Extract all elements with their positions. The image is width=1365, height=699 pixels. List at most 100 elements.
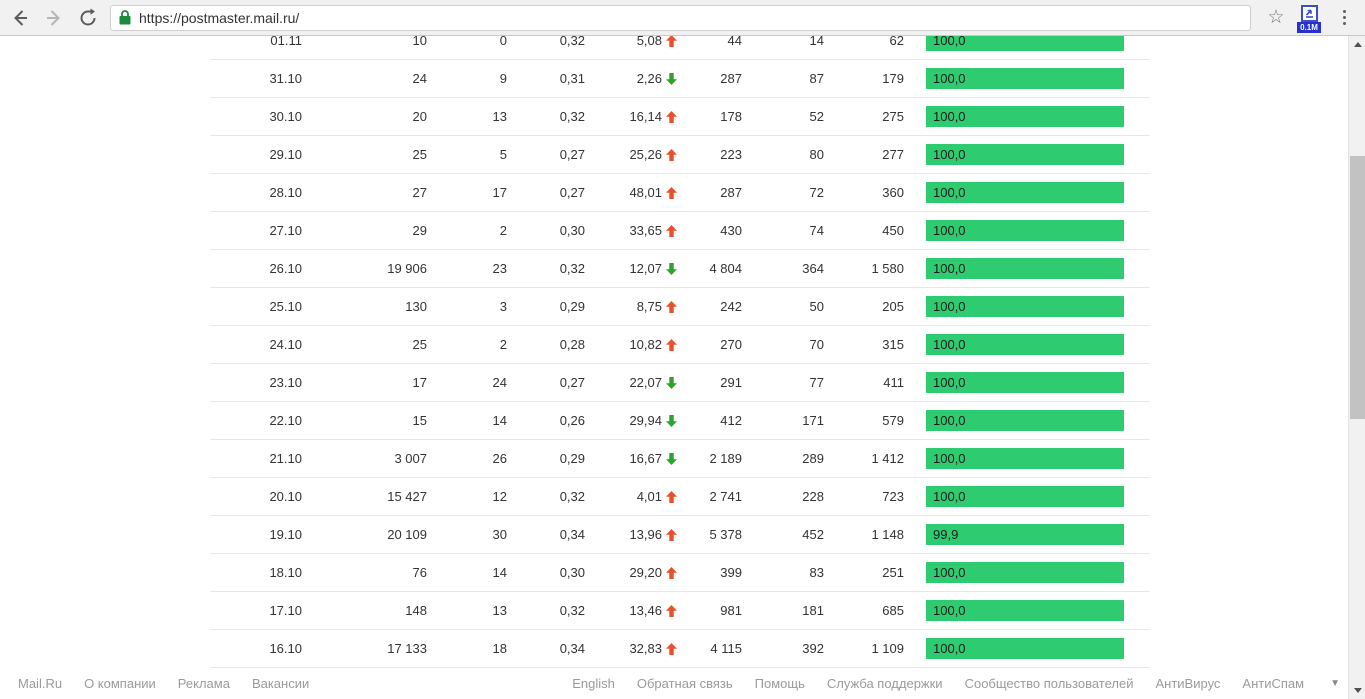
- value-cell: 77: [809, 375, 824, 390]
- delivery-bar: 100,0: [926, 144, 1124, 165]
- value-cell: 364: [802, 261, 824, 276]
- table-row: 29.10 25 5 0,27 25,26 223 80 277 100,0: [210, 136, 1150, 174]
- scroll-up-button[interactable]: [1349, 36, 1365, 53]
- footer-right-link[interactable]: АнтиВирус: [1155, 676, 1221, 691]
- date-cell: 18.10: [269, 565, 302, 580]
- date-cell: 19.10: [269, 527, 302, 542]
- trend-value-cell: 25,26: [629, 147, 662, 162]
- value-cell: 87: [809, 71, 824, 86]
- footer-right-link[interactable]: АнтиСпам: [1242, 676, 1305, 691]
- trend-up-icon: [662, 148, 680, 161]
- value-cell: 23: [492, 261, 507, 276]
- value-cell: 450: [882, 223, 904, 238]
- footer-right-link[interactable]: English: [572, 676, 615, 691]
- stats-table-body: 01.11 10 0 0,32 5,08 44 14 62 100,0 31.10 24 9 0,31 2…: [210, 36, 1150, 668]
- value-cell: 277: [882, 147, 904, 162]
- delivery-bar-track: 100,0: [926, 258, 1124, 279]
- trend-value-cell: 16,14: [629, 109, 662, 124]
- value-cell: 205: [882, 299, 904, 314]
- back-icon: [14, 9, 27, 26]
- value-cell: 148: [405, 603, 427, 618]
- delivery-bar-track: 100,0: [926, 36, 1124, 51]
- value-cell: 72: [809, 185, 824, 200]
- trend-value-cell: 48,01: [629, 185, 662, 200]
- date-cell: 20.10: [269, 489, 302, 504]
- value-cell: 14: [492, 413, 507, 428]
- value-cell: 287: [720, 185, 742, 200]
- value-cell: 17: [412, 375, 427, 390]
- value-cell: 171: [802, 413, 824, 428]
- back-button[interactable]: [6, 4, 34, 32]
- table-row: 19.10 20 109 30 0,34 13,96 5 378 452 1 148 99,9: [210, 516, 1150, 554]
- delivery-bar: 100,0: [926, 638, 1124, 659]
- table-row: 16.10 17 133 18 0,34 32,83 4 115 392 1 109 100,0: [210, 630, 1150, 668]
- delivery-bar: 100,0: [926, 372, 1124, 393]
- value-cell: 275: [882, 109, 904, 124]
- trend-up-icon: [662, 338, 680, 351]
- date-cell: 22.10: [269, 413, 302, 428]
- browser-toolbar: https://postmaster.mail.ru/ ☆ 0.1M: [0, 0, 1365, 36]
- value-cell: 0,27: [559, 375, 585, 390]
- value-cell: 15 427: [387, 489, 427, 504]
- value-cell: 0,32: [559, 489, 585, 504]
- address-bar[interactable]: https://postmaster.mail.ru/: [110, 4, 1251, 31]
- table-row: 25.10 130 3 0,29 8,75 242 50 205 100,0: [210, 288, 1150, 326]
- value-cell: 0,31: [559, 71, 585, 86]
- value-cell: 62: [889, 36, 904, 48]
- scrollbar[interactable]: [1348, 36, 1365, 699]
- delivery-bar: 100,0: [926, 68, 1124, 89]
- value-cell: 70: [809, 337, 824, 352]
- value-cell: 5 378: [709, 527, 742, 542]
- delivery-bar-track: 100,0: [926, 372, 1124, 393]
- table-row: 18.10 76 14 0,30 29,20 399 83 251 100,0: [210, 554, 1150, 592]
- value-cell: 242: [720, 299, 742, 314]
- extension-icon[interactable]: 0.1M: [1297, 3, 1323, 33]
- value-cell: 0,29: [559, 299, 585, 314]
- value-cell: 251: [882, 565, 904, 580]
- value-cell: 0,27: [559, 185, 585, 200]
- value-cell: 19 906: [387, 261, 427, 276]
- footer-left-link[interactable]: Вакансии: [251, 676, 310, 691]
- footer-left-link[interactable]: О компании: [84, 676, 156, 691]
- value-cell: 14: [809, 36, 824, 48]
- table-row: 24.10 25 2 0,28 10,82 270 70 315 100,0: [210, 326, 1150, 364]
- value-cell: 0,32: [559, 603, 585, 618]
- value-cell: 0,34: [559, 641, 585, 656]
- trend-value-cell: 29,20: [629, 565, 662, 580]
- forward-button[interactable]: [40, 4, 68, 32]
- scroll-down-button[interactable]: [1349, 682, 1365, 699]
- value-cell: 685: [882, 603, 904, 618]
- footer-right-link[interactable]: Обратная связь: [636, 676, 733, 691]
- value-cell: 18: [492, 641, 507, 656]
- footer-right-link[interactable]: Помощь: [754, 676, 805, 691]
- rank-arrow-icon: [1301, 4, 1318, 22]
- value-cell: 315: [882, 337, 904, 352]
- trend-value-cell: 13,96: [629, 527, 662, 542]
- value-cell: 52: [809, 109, 824, 124]
- forward-icon: [47, 9, 60, 26]
- value-cell: 83: [809, 565, 824, 580]
- footer-right-link[interactable]: Сообщество пользователей: [964, 676, 1134, 691]
- table-row: 26.10 19 906 23 0,32 12,07 4 804 364 1 580 100,0: [210, 250, 1150, 288]
- date-cell: 31.10: [269, 71, 302, 86]
- delivery-bar: 100,0: [926, 36, 1124, 51]
- bookmark-star-icon[interactable]: ☆: [1267, 7, 1285, 28]
- scroll-thumb[interactable]: [1350, 156, 1365, 419]
- delivery-bar-track: 100,0: [926, 638, 1124, 659]
- value-cell: 0,30: [559, 565, 585, 580]
- footer-left-link[interactable]: Mail.Ru: [18, 676, 63, 691]
- footer-more-icon[interactable]: ▼: [1330, 678, 1340, 689]
- delivery-bar: 100,0: [926, 296, 1124, 317]
- trend-down-icon: [662, 72, 680, 85]
- refresh-button[interactable]: [74, 4, 102, 32]
- value-cell: 76: [412, 565, 427, 580]
- footer-left-link[interactable]: Реклама: [177, 676, 230, 691]
- table-row: 17.10 148 13 0,32 13,46 981 181 685 100,0: [210, 592, 1150, 630]
- trend-value-cell: 4,01: [636, 489, 662, 504]
- trend-down-icon: [662, 376, 680, 389]
- menu-icon[interactable]: [1331, 3, 1357, 33]
- value-cell: 223: [720, 147, 742, 162]
- delivery-bar-track: 100,0: [926, 562, 1124, 583]
- value-cell: 13: [492, 109, 507, 124]
- footer-right-link[interactable]: Служба поддержки: [826, 676, 943, 691]
